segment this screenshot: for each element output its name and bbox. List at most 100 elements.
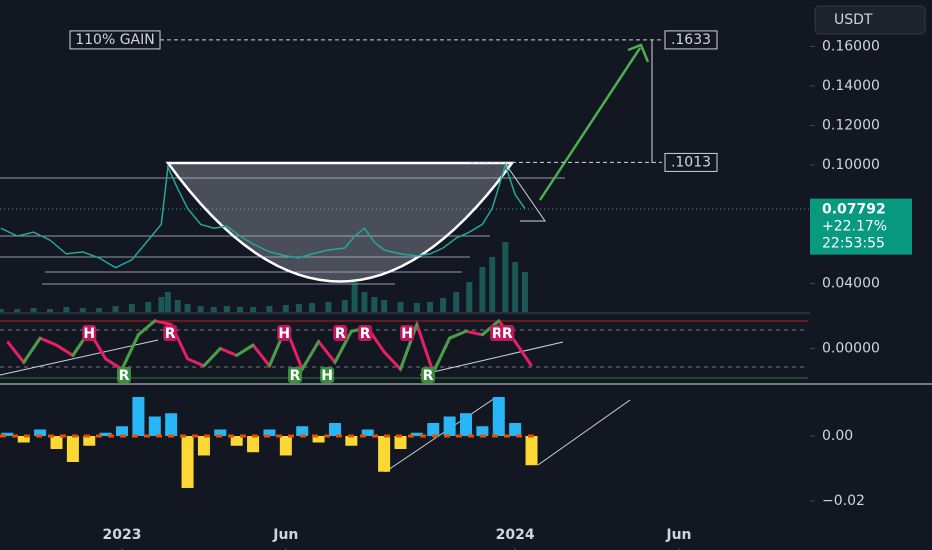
histogram-bar <box>66 435 79 462</box>
signal-label: R <box>335 326 346 342</box>
volume-bar <box>63 307 70 312</box>
signal-label: R <box>492 326 503 342</box>
histogram-bar <box>476 426 489 436</box>
signal-label: H <box>401 326 413 342</box>
histogram-bar <box>492 397 505 436</box>
volume-bar <box>381 300 388 312</box>
histogram-bar <box>1 432 14 436</box>
volume-bar <box>466 282 473 312</box>
volume-bar <box>397 302 404 312</box>
volume-bar <box>479 267 486 312</box>
volume-bar <box>440 298 447 312</box>
level-label: .1013 <box>671 154 711 170</box>
histogram-bar <box>378 435 391 472</box>
histogram-bar <box>247 435 260 453</box>
volume-bar <box>309 303 316 312</box>
volume-bar <box>371 297 378 312</box>
volume-bar <box>413 303 420 312</box>
histogram-bar <box>328 423 341 436</box>
volume-bar <box>512 262 519 312</box>
oscillator-rise <box>398 322 419 371</box>
volume-bar <box>223 306 230 312</box>
signal-label: H <box>83 326 95 342</box>
volume-bar <box>351 282 358 312</box>
currency-box[interactable] <box>814 5 926 35</box>
volume-bar <box>112 306 119 312</box>
level-box <box>664 30 718 50</box>
histogram-bar <box>132 397 145 436</box>
y-tick-label: 0.00000 <box>822 341 880 357</box>
histogram-bar <box>427 423 440 436</box>
y-tick-label: 0.14000 <box>822 78 880 94</box>
histogram-bar <box>17 435 30 443</box>
volume-bar <box>236 307 243 312</box>
histogram-bar <box>165 413 178 436</box>
histogram-bar <box>116 426 129 436</box>
oscillator-rise <box>235 343 255 357</box>
oscillator-rise <box>333 329 353 364</box>
volume-bar <box>145 302 152 312</box>
volume-bar <box>14 309 21 312</box>
histogram-bar <box>83 435 96 446</box>
signal-label: R <box>423 368 434 384</box>
histogram-bar <box>214 429 227 436</box>
signal-label: R <box>290 368 301 384</box>
histogram-bar <box>230 435 243 446</box>
target-arrow <box>538 43 650 201</box>
volume-bar <box>96 308 103 312</box>
y-tick-label: 0.12000 <box>822 117 880 133</box>
price-line <box>0 162 526 269</box>
y-tick-label: 0.04000 <box>822 276 880 292</box>
histogram-bar <box>197 435 210 456</box>
histogram-bar <box>509 423 522 436</box>
volume-bar <box>158 297 165 312</box>
x-tick-label: Jun <box>665 527 691 543</box>
signal-label: R <box>502 326 513 342</box>
histogram-bar <box>345 435 358 446</box>
signal-label: R <box>119 368 130 384</box>
volume-bar <box>295 304 302 312</box>
signal-marker <box>82 325 97 341</box>
y-tick-label: 0.16000 <box>822 38 880 54</box>
volume-bar <box>184 304 191 312</box>
y-tick-label: −0.02 <box>822 493 865 509</box>
volume-bar <box>0 309 4 312</box>
volume-bar <box>174 300 181 312</box>
annotation: 110% GAIN <box>75 32 155 48</box>
oscillator-rise <box>300 340 321 371</box>
volume-bar <box>325 302 332 312</box>
signal-label: H <box>321 368 333 384</box>
signal-marker <box>358 325 373 341</box>
last-price: 0.07792 <box>822 202 886 218</box>
histogram-bar <box>263 429 276 436</box>
last-price-box <box>810 198 912 255</box>
histogram-bar <box>312 435 325 443</box>
volume-bar <box>164 292 171 312</box>
signal-label: R <box>360 326 371 342</box>
x-tick-label: 2023 <box>103 527 142 543</box>
volume-bar <box>502 242 509 312</box>
histogram-bar <box>296 426 309 436</box>
volume-bar <box>197 306 204 312</box>
horizontal-lines <box>0 177 565 285</box>
volume-bar <box>30 308 37 312</box>
x-tick-label: Jun <box>272 527 298 543</box>
signal-marker <box>288 367 303 383</box>
histogram-bar <box>99 432 112 436</box>
signal-marker <box>421 367 436 383</box>
oscillator-rise <box>22 336 42 364</box>
oscillator-rise <box>202 347 222 368</box>
x-tick-label: 2024 <box>496 527 535 543</box>
oscillator-rise <box>431 336 452 375</box>
currency: USDT <box>834 12 873 28</box>
histogram-bar <box>394 435 407 449</box>
histogram-bar <box>525 435 538 466</box>
signal-marker <box>116 367 131 383</box>
volume-bar <box>361 292 368 312</box>
histogram-bar <box>279 435 292 456</box>
histogram-bar <box>361 429 374 436</box>
oscillator-rise <box>136 319 157 337</box>
volume-bar <box>79 308 86 312</box>
signal-label: R <box>165 326 176 342</box>
